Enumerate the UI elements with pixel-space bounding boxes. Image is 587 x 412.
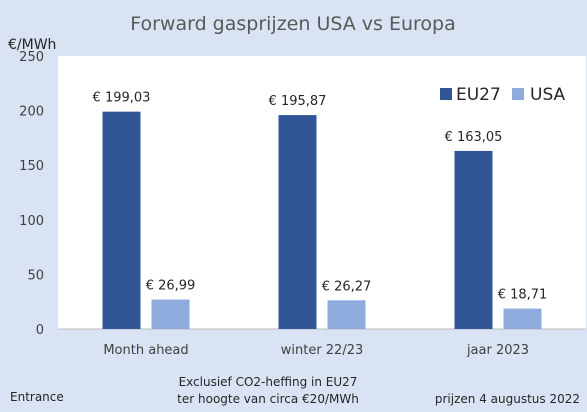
data-label-eu27-2: € 163,05	[445, 130, 503, 145]
legend: EU27 USA	[440, 85, 566, 105]
data-labels-group: € 199,03 € 26,99 € 195,87 € 26,27 € 163,05 € …	[93, 91, 548, 303]
x-category-label: winter 22/23	[281, 343, 364, 358]
footer-source: Entrance	[10, 390, 64, 404]
data-label-eu27-1: € 195,87	[269, 94, 327, 109]
bar-eu27-1	[278, 115, 317, 330]
y-tick-label: 250	[19, 50, 44, 65]
legend-label-usa: USA	[530, 85, 566, 105]
data-label-eu27-0: € 199,03	[93, 91, 151, 106]
legend-swatch-eu27	[440, 88, 452, 100]
y-tick-label: 150	[19, 159, 44, 174]
y-tick-label: 50	[27, 268, 44, 283]
bar-usa-2	[503, 308, 542, 329]
footer-date: prijzen 4 augustus 2022	[435, 392, 580, 406]
footer-note-line2: ter hoogte van circa €20/MWh	[177, 392, 359, 406]
bars-group	[102, 111, 542, 330]
y-axis-ticks: 0 50 100 150 200 250	[19, 50, 44, 338]
y-axis-unit-label: €/MWh	[8, 37, 56, 53]
chart-title: Forward gasprijzen USA vs Europa	[130, 13, 456, 35]
y-tick-label: 100	[19, 214, 44, 229]
bar-eu27-0	[102, 111, 141, 329]
x-category-label: Month ahead	[103, 343, 188, 358]
category-labels-group: Month ahead winter 22/23 jaar 2023	[103, 343, 529, 358]
y-tick-label: 200	[19, 105, 44, 120]
y-tick-label: 0	[36, 323, 44, 338]
data-label-usa-0: € 26,99	[146, 279, 196, 294]
bar-usa-1	[327, 300, 366, 329]
bar-eu27-2	[454, 150, 493, 329]
data-label-usa-1: € 26,27	[322, 279, 372, 294]
plot-area	[58, 56, 586, 329]
legend-swatch-usa	[512, 88, 524, 100]
bar-usa-0	[151, 299, 190, 329]
x-category-label: jaar 2023	[466, 343, 529, 358]
footer-note-line1: Exclusief CO2-heffing in EU27	[179, 375, 358, 389]
legend-label-eu27: EU27	[456, 85, 501, 105]
data-label-usa-2: € 18,71	[498, 288, 548, 303]
